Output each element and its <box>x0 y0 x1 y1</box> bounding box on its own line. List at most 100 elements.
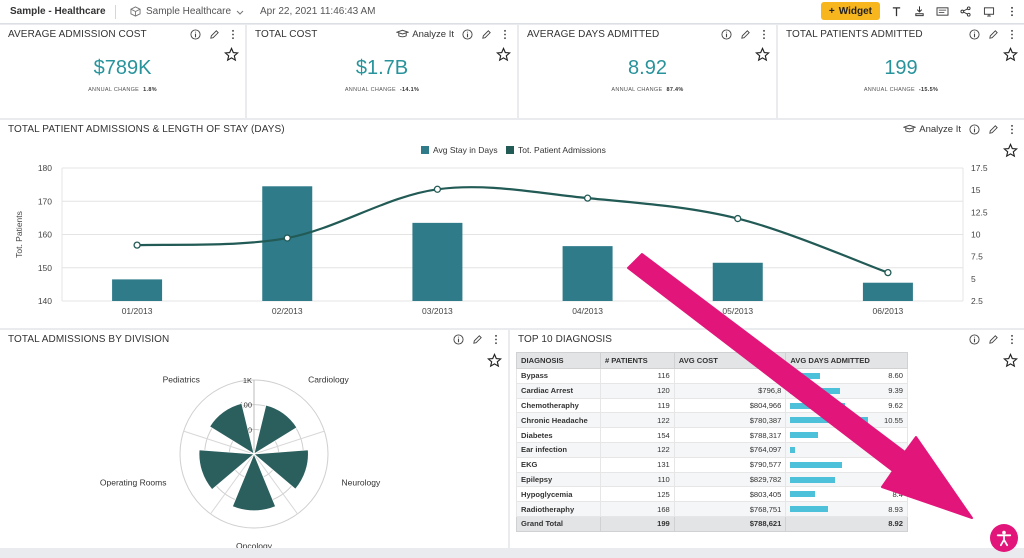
x-tick-label: 02/2013 <box>272 306 303 316</box>
download-icon[interactable] <box>913 5 926 18</box>
days-value: 8.4 <box>892 489 903 499</box>
days-value: 10.55 <box>883 415 903 425</box>
more-options-icon[interactable] <box>1005 5 1018 18</box>
table-title: TOP 10 DIAGNOSIS <box>518 334 613 345</box>
datasource-selector[interactable]: Sample Healthcare <box>130 6 250 17</box>
polar-category-label: Operating Rooms <box>100 477 167 487</box>
days-value: 9.62 <box>888 400 903 410</box>
bar <box>862 282 913 301</box>
table-row[interactable]: Ear infection 122 $764,097 <box>516 441 908 458</box>
info-icon[interactable] <box>720 27 732 41</box>
column-header[interactable]: DIAGNOSIS <box>516 352 601 369</box>
table-row[interactable]: Diabetes 154 $788,317 <box>516 427 908 443</box>
radial-tick-label: 1K <box>243 376 252 385</box>
info-icon[interactable] <box>452 332 464 346</box>
patients-cell: 122 <box>599 441 675 458</box>
star-icon[interactable] <box>487 353 502 368</box>
analyze-it-label: Analyze It <box>919 123 961 135</box>
bar <box>562 246 613 301</box>
polar-chart: 1K10010CardiologyNeurologyOncologyOperat… <box>100 375 381 548</box>
bar <box>262 186 313 301</box>
table-row[interactable]: Bypass 116 $8.60 <box>516 368 908 384</box>
info-icon[interactable] <box>968 27 980 41</box>
y2-tick-label: 10 <box>971 230 981 240</box>
y2-tick-label: 15 <box>971 185 981 195</box>
table-row[interactable]: Hypoglycemia 125 $803,405 8.4 <box>516 486 908 503</box>
patients-cell: 125 <box>599 486 675 503</box>
edit-pencil-icon[interactable] <box>987 122 999 136</box>
edit-pencil-icon[interactable] <box>480 27 492 41</box>
more-options-icon[interactable] <box>1006 122 1018 136</box>
star-icon[interactable] <box>1003 143 1018 158</box>
card-tools <box>720 27 770 41</box>
edit-pencil-icon[interactable] <box>208 27 220 41</box>
legend-swatch <box>506 146 514 154</box>
avg-cost-cell: $ <box>673 368 787 384</box>
info-icon[interactable] <box>189 27 201 41</box>
info-icon[interactable] <box>968 332 980 346</box>
avg-cost-cell: $796,8 <box>673 382 787 399</box>
diagnosis-name-cell: EKG <box>516 456 601 473</box>
combo-chart: 180 170 160 150 140 17.5 15 12.5 10 7.5 5 2.5 Tot. P… <box>14 145 988 316</box>
star-icon[interactable] <box>496 47 511 62</box>
table-row[interactable]: EKG 131 $790,577 <box>516 456 908 473</box>
column-header[interactable]: AVG COST <box>673 352 787 369</box>
table-row[interactable]: Radiotheraphy 168 $768,751 8.93 <box>516 501 908 517</box>
chevron-down-icon <box>236 10 244 15</box>
star-icon[interactable] <box>224 47 239 62</box>
add-widget-button[interactable]: + Widget <box>820 2 880 20</box>
star-icon[interactable] <box>1003 47 1018 62</box>
analyze-it-button[interactable]: Analyze It <box>903 124 961 135</box>
diagnosis-table: DIAGNOSIS # PATIENTS AVG COST AVG DAYS A… <box>516 352 908 532</box>
x-tick-label: 03/2013 <box>422 306 453 316</box>
kpi-title: TOTAL PATIENTS ADMITTED <box>786 29 923 40</box>
days-bar <box>790 491 816 498</box>
total-patients-cell: 199 <box>599 515 675 532</box>
present-icon[interactable] <box>982 5 995 18</box>
bar <box>112 279 163 301</box>
edit-pencil-icon[interactable] <box>471 332 483 346</box>
accessibility-button[interactable] <box>990 524 1018 552</box>
info-icon[interactable] <box>461 27 473 41</box>
kpi-change-label: ANNUAL CHANGE <box>344 87 396 93</box>
star-icon[interactable] <box>1003 353 1018 368</box>
more-options-icon[interactable] <box>1006 332 1018 346</box>
more-options-icon[interactable] <box>1006 27 1018 41</box>
division-chart-card: TOTAL ADMISSIONS BY DIVISION 1K10010Card… <box>0 330 508 548</box>
share-icon[interactable] <box>959 5 972 18</box>
info-icon[interactable] <box>968 122 980 136</box>
x-tick-label: 06/2013 <box>873 306 904 316</box>
polar-category-label: Pediatrics <box>163 375 200 385</box>
edit-pencil-icon[interactable] <box>739 27 751 41</box>
column-header[interactable]: AVG DAYS ADMITTED <box>785 352 908 369</box>
avg-cost-cell: $780,387 <box>673 412 787 429</box>
line-series <box>137 186 889 274</box>
bar <box>712 262 763 301</box>
star-icon[interactable] <box>755 47 770 62</box>
line-point <box>133 241 141 249</box>
more-options-icon[interactable] <box>758 27 770 41</box>
table-row[interactable]: Epilepsy 110 $829,782 9.3 <box>516 471 908 488</box>
bar <box>412 222 463 301</box>
avg-cost-cell: $803,405 <box>673 486 787 503</box>
cube-icon <box>130 6 141 17</box>
spoke-line <box>253 453 298 515</box>
card-tools <box>452 332 502 346</box>
more-options-icon[interactable] <box>490 332 502 346</box>
polar-wedge <box>231 452 277 512</box>
edit-pencil-icon[interactable] <box>987 27 999 41</box>
days-bar <box>790 387 841 394</box>
column-header[interactable]: # PATIENTS <box>599 352 675 369</box>
kpi-value: $1.7B <box>355 57 409 79</box>
table-row[interactable]: Cardiac Arrest 120 $796,8 9.39 <box>516 382 908 399</box>
pdf-icon[interactable] <box>936 5 949 18</box>
text-icon[interactable] <box>890 5 903 18</box>
analyze-it-button[interactable]: Analyze It <box>396 29 454 40</box>
avg-cost-cell: $768,751 <box>673 501 787 517</box>
table-row[interactable]: Chronic Headache 122 $780,387 10.55 <box>516 412 908 429</box>
kpi-title: TOTAL COST <box>255 29 318 40</box>
more-options-icon[interactable] <box>499 27 511 41</box>
edit-pencil-icon[interactable] <box>987 332 999 346</box>
more-options-icon[interactable] <box>227 27 239 41</box>
table-row[interactable]: Chemotheraphy 119 $804,966 9.62 <box>516 397 908 414</box>
